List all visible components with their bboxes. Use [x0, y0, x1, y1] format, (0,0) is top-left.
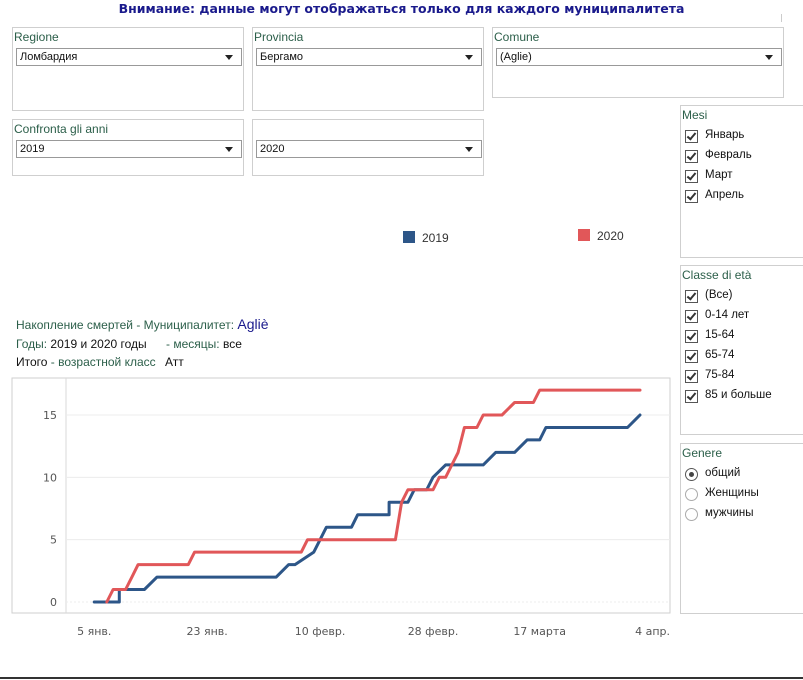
legend-swatch-2020 — [578, 229, 590, 241]
mesi-item-label: Февраль — [705, 149, 752, 161]
mesi-item-label: Январь — [705, 129, 745, 141]
filter-comune: Comune (Aglie) — [492, 27, 784, 98]
classe-panel: Classe di età (Все) 0-14 лет 15-64 65-74… — [680, 265, 803, 435]
checkbox-checked-icon[interactable] — [685, 190, 698, 203]
checkbox-checked-icon[interactable] — [685, 170, 698, 183]
checkbox-checked-icon[interactable] — [685, 330, 698, 343]
info-years-value: 2019 и 2020 годы — [50, 337, 147, 351]
year2-dropdown[interactable]: 2020 — [256, 140, 482, 158]
filter-confronta-label: Confronta gli anni — [14, 122, 109, 136]
year1-dropdown[interactable]: 2019 — [16, 140, 242, 158]
comune-dropdown[interactable]: (Aglie) — [496, 48, 782, 66]
plot-frame — [11, 377, 671, 614]
series-line-2020 — [105, 388, 642, 604]
checkbox-checked-icon[interactable] — [685, 150, 698, 163]
info-municipality-label: Накопление смертей - Муниципалитет: — [16, 318, 235, 332]
y-tick-label: 10 — [43, 471, 57, 484]
classe-item-label: 85 и больше — [705, 389, 772, 401]
comune-value: (Aglie) — [500, 51, 532, 63]
legend-swatch-2019 — [403, 231, 415, 243]
info-line-1: Накопление смертей - Муниципалитет: Agli… — [16, 316, 269, 332]
genere-option-label: мужчины — [705, 507, 754, 519]
provincia-value: Бергамо — [260, 51, 304, 63]
legend-label-2019: 2019 — [422, 231, 449, 245]
x-tick-label: 28 февр. — [408, 625, 459, 638]
checkbox-checked-icon[interactable] — [685, 350, 698, 363]
x-tick-label: 5 янв. — [77, 625, 111, 638]
checkbox-checked-icon[interactable] — [685, 370, 698, 383]
filter-confronta-2: 2020 — [252, 119, 484, 176]
classe-item-label: 75-84 — [705, 369, 735, 381]
y-tick-label: 0 — [50, 596, 57, 609]
x-tick-label: 4 апр. — [635, 625, 670, 638]
checkbox-checked-icon[interactable] — [685, 390, 698, 403]
year1-value: 2019 — [20, 143, 45, 155]
checkbox-checked-icon[interactable] — [685, 130, 698, 143]
chevron-down-icon — [765, 55, 773, 60]
classe-item-label: (Все) — [705, 289, 733, 301]
radio-icon[interactable] — [685, 488, 698, 501]
genere-panel: Genere общий Женщины мужчины — [680, 443, 803, 614]
genere-option-label: общий — [705, 467, 741, 479]
checkbox-checked-icon[interactable] — [685, 310, 698, 323]
radio-selected-icon[interactable] — [685, 468, 698, 481]
info-months-label: - месяцы: — [166, 337, 220, 351]
filter-regione: Regione Ломбардия — [12, 27, 244, 111]
bottom-border — [0, 677, 803, 679]
warning-banner: Внимание: данные могут отображаться толь… — [118, 1, 685, 16]
classe-item-label: 15-64 — [705, 329, 735, 341]
checkbox-checked-icon[interactable] — [685, 290, 698, 303]
cumulative-deaths-chart: 0 5 10 15 5 янв. 23 янв. 10 февр. 28 февр. 17 ма… — [11, 377, 671, 638]
filter-provincia: Provincia Бергамо — [252, 27, 484, 111]
filter-comune-label: Comune — [494, 30, 540, 44]
y-tick-label: 5 — [50, 534, 57, 547]
chevron-down-icon — [465, 55, 473, 60]
legend-label-2020: 2020 — [597, 229, 624, 243]
mesi-item-label: Апрель — [705, 189, 745, 201]
provincia-dropdown[interactable]: Бергамо — [256, 48, 482, 66]
filter-regione-label: Regione — [14, 30, 59, 44]
info-ageclass-label: - возрастной класс — [50, 355, 156, 369]
info-municipality-value: Agliè — [237, 316, 269, 332]
genere-title: Genere — [682, 446, 723, 460]
info-line-2: Годы: 2019 и 2020 годы - месяцы: все — [16, 337, 242, 351]
series-line-2019 — [92, 413, 642, 604]
radio-icon[interactable] — [685, 508, 698, 521]
mesi-title: Mesi — [682, 108, 708, 122]
classe-item-label: 65-74 — [705, 349, 735, 361]
filter-provincia-label: Provincia — [254, 30, 304, 44]
chevron-down-icon — [225, 147, 233, 152]
regione-value: Ломбардия — [20, 51, 78, 63]
mesi-panel: Mesi Январь Февраль Март Апрель — [680, 105, 803, 258]
info-total-label: Итого — [16, 355, 48, 369]
x-tick-label: 17 марта — [513, 625, 566, 638]
chevron-down-icon — [225, 55, 233, 60]
year2-value: 2020 — [260, 143, 285, 155]
classe-item-label: 0-14 лет — [705, 309, 750, 321]
info-months-value: все — [222, 337, 242, 351]
info-years-label: Годы: — [16, 337, 48, 351]
regione-dropdown[interactable]: Ломбардия — [16, 48, 242, 66]
info-ageclass-value: Атт — [165, 355, 184, 369]
x-tick-label: 10 февр. — [295, 625, 346, 638]
y-tick-label: 15 — [43, 409, 57, 422]
genere-option-label: Женщины — [705, 487, 759, 499]
mesi-item-label: Март — [705, 169, 733, 181]
info-line-3: Итого - возрастной класс Атт — [16, 355, 184, 369]
x-tick-label: 23 янв. — [187, 625, 228, 638]
classe-title: Classe di età — [682, 268, 752, 282]
chevron-down-icon — [465, 147, 473, 152]
divider — [781, 14, 782, 22]
filter-confronta: Confronta gli anni 2019 — [12, 119, 244, 176]
